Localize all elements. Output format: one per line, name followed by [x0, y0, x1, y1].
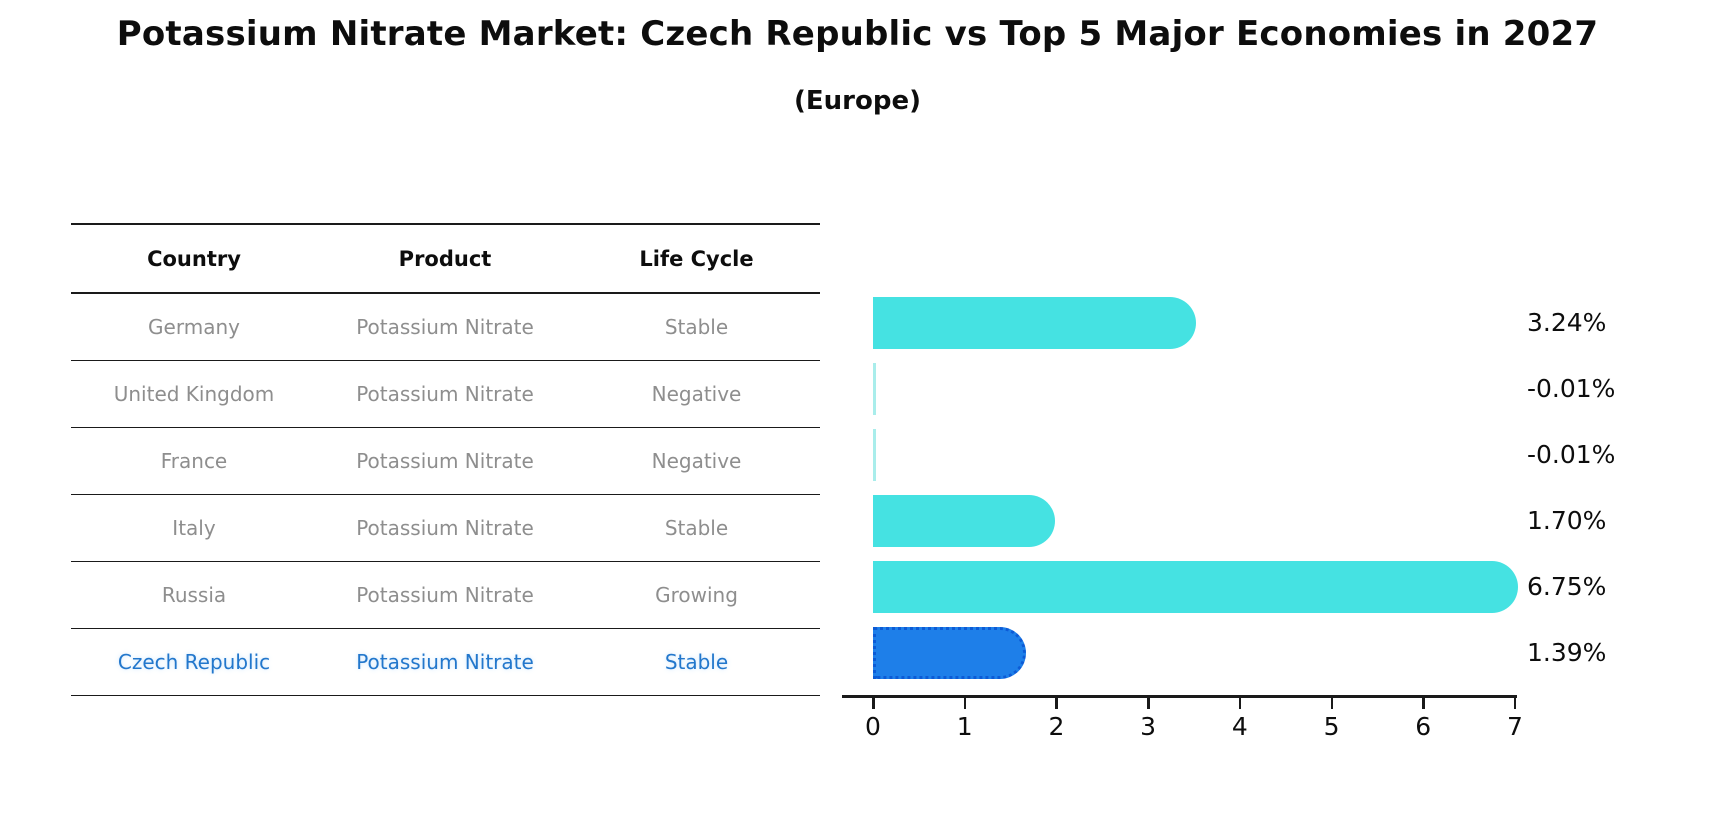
- value-label: 6.75%: [1527, 572, 1607, 601]
- x-axis-tick: [1513, 698, 1517, 709]
- product-cell: Potassium Nitrate: [356, 516, 534, 540]
- product-cell: Potassium Nitrate: [356, 315, 534, 339]
- bar-germany: [873, 297, 1197, 349]
- life-cycle-cell: Stable: [664, 650, 729, 674]
- x-axis-line: [842, 695, 1517, 698]
- bar-row: [873, 627, 1027, 679]
- value-label: 3.24%: [1527, 308, 1607, 337]
- product-cell: Potassium Nitrate: [356, 583, 534, 607]
- table-header-row: Country Product Life Cycle: [71, 225, 820, 294]
- column-header-product: Product: [398, 246, 492, 271]
- product-cell: Potassium Nitrate: [356, 382, 534, 406]
- bar-czech-republic: [873, 627, 1027, 679]
- bar-france: [873, 429, 876, 481]
- value-label: -0.01%: [1527, 440, 1616, 469]
- value-label: 1.39%: [1527, 638, 1607, 667]
- bar-row: [873, 561, 1519, 613]
- column-header-life-cycle: Life Cycle: [639, 246, 754, 271]
- country-cell: France: [160, 449, 228, 473]
- country-cell: United Kingdom: [113, 382, 275, 406]
- bar-row: [873, 297, 1197, 349]
- life-cycle-cell: Stable: [664, 315, 729, 339]
- x-tick-label: 4: [1231, 712, 1248, 741]
- bar-row: [873, 429, 876, 481]
- chart-subtitle: (Europe): [794, 86, 921, 116]
- life-cycle-cell: Negative: [651, 449, 742, 473]
- value-label: 1.70%: [1527, 506, 1607, 535]
- x-tick-label: 0: [865, 712, 881, 741]
- column-header-country: Country: [147, 246, 241, 271]
- table-row: United Kingdom Potassium Nitrate Negativ…: [71, 361, 820, 428]
- country-cell: Germany: [148, 315, 240, 339]
- bar-row: [873, 363, 876, 415]
- chart-title: Potassium Nitrate Market: Czech Republic…: [116, 14, 1599, 54]
- x-axis-tick: [963, 698, 967, 709]
- data-table: Country Product Life Cycle Germany Potas…: [71, 223, 820, 696]
- value-label: -0.01%: [1527, 374, 1616, 403]
- table-row: Germany Potassium Nitrate Stable: [71, 294, 820, 361]
- x-tick-label: 2: [1048, 712, 1065, 741]
- x-tick-label: 7: [1507, 712, 1523, 741]
- country-cell: Russia: [161, 583, 227, 607]
- table-row: Italy Potassium Nitrate Stable: [71, 495, 820, 562]
- bar-italy: [873, 495, 1055, 547]
- x-axis-tick: [872, 698, 875, 709]
- table-row: France Potassium Nitrate Negative: [71, 428, 820, 495]
- x-axis-tick: [1238, 698, 1242, 709]
- x-tick-label: 3: [1140, 712, 1157, 741]
- country-cell: Italy: [172, 516, 216, 540]
- table-row-highlighted: Czech Republic Potassium Nitrate Stable: [71, 629, 820, 696]
- x-tick-label: 5: [1323, 712, 1340, 741]
- product-cell: Potassium Nitrate: [356, 449, 534, 473]
- life-cycle-cell: Growing: [655, 583, 738, 607]
- x-tick-label: 1: [956, 712, 973, 741]
- bar-row: [873, 495, 1055, 547]
- life-cycle-cell: Negative: [651, 382, 742, 406]
- life-cycle-cell: Stable: [664, 516, 729, 540]
- x-axis-tick: [1147, 698, 1150, 709]
- x-axis-tick: [1330, 698, 1334, 709]
- table-row: Russia Potassium Nitrate Growing: [71, 562, 820, 629]
- country-cell: Czech Republic: [117, 650, 271, 674]
- x-axis-tick: [1055, 698, 1058, 709]
- x-tick-label: 6: [1415, 712, 1432, 741]
- product-cell: Potassium Nitrate: [356, 650, 534, 674]
- bar-united-kingdom: [873, 363, 876, 415]
- bar-russia: [873, 561, 1519, 613]
- x-axis-tick: [1422, 698, 1425, 709]
